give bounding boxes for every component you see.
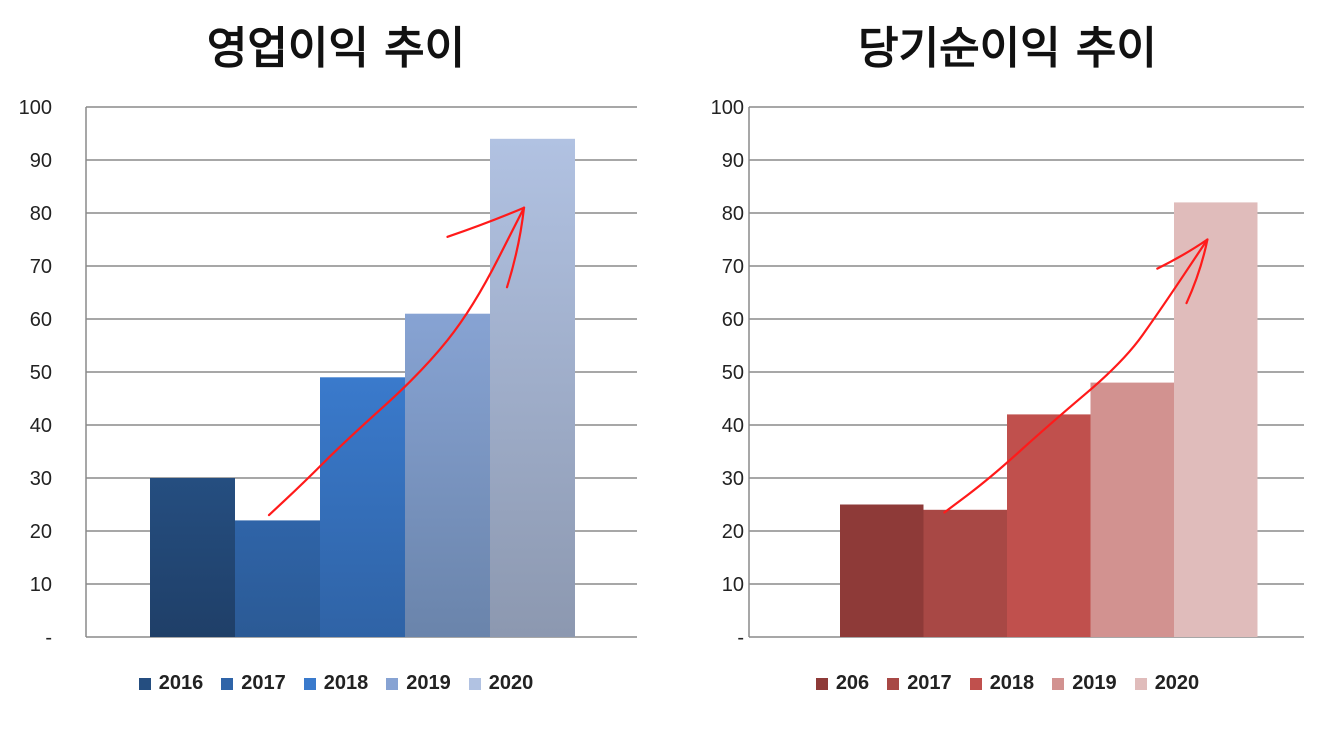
legend-label: 206: [835, 672, 870, 694]
legend-item: 2018: [303, 672, 369, 695]
legend-item: 2018: [969, 672, 1035, 695]
trend-arrow-icon: [943, 238, 1209, 514]
bar: [840, 504, 924, 637]
legend-item: 2017: [221, 672, 286, 695]
legend-swatch: [138, 677, 151, 690]
legend-label: 2018: [323, 672, 369, 694]
legend-swatch: [887, 677, 900, 690]
chart-legend: 206 2017 2018 2019 2020: [672, 672, 1343, 695]
legend-swatch: [1052, 677, 1065, 690]
legend-label: 2020: [488, 672, 534, 694]
y-tick-label: 30: [30, 468, 52, 490]
y-tick-label: 10: [722, 574, 744, 596]
y-tick-label: 100: [711, 97, 744, 119]
arrow-head-icon: [505, 206, 526, 289]
legend-label: 2016: [158, 672, 204, 694]
y-tick-label: 80: [722, 203, 744, 225]
chart-legend: 2016 2017 2018 2019 2020: [0, 672, 672, 695]
legend-swatch: [969, 677, 982, 690]
legend-item: 2020: [1134, 672, 1200, 695]
legend-swatch: [386, 677, 399, 690]
legend-swatch: [221, 677, 234, 690]
bar: [923, 509, 1007, 637]
legend-item: 2016: [138, 672, 204, 695]
y-tick-label: 100: [19, 97, 52, 119]
bar: [1174, 202, 1258, 637]
y-tick-label: 70: [722, 256, 744, 278]
arrow-head-icon: [1156, 238, 1209, 270]
legend-item: 2019: [386, 672, 451, 695]
y-tick-label: 20: [722, 521, 744, 543]
operating-profit-chart: 영업이익 추이 -10 20 30 40 50 60 70 80 90 100 2016 2017 2…: [0, 23, 672, 695]
y-tick-label: 70: [30, 256, 52, 278]
bar: [150, 478, 235, 637]
legend-swatch: [468, 677, 481, 690]
y-tick-label: 40: [722, 415, 744, 437]
y-tick-label: 90: [722, 150, 744, 172]
y-tick-label: 60: [30, 309, 52, 331]
y-tick-label: 30: [722, 468, 744, 490]
bar: [235, 520, 320, 637]
legend-swatch: [303, 677, 316, 690]
net-income-plot: - 10 20 30 40 50 60 70 80 90 100: [711, 97, 1304, 649]
legend-swatch: [815, 677, 828, 690]
y-tick-label: 10: [30, 574, 52, 596]
legend-label: 2017: [907, 672, 952, 694]
trend-arrow-icon: [267, 206, 526, 517]
legend-item: 2019: [1052, 672, 1117, 695]
bar: [320, 377, 405, 637]
y-tick-label: 60: [722, 309, 744, 331]
y-tick-label: 40: [30, 415, 52, 437]
net-income-chart: 당기순이익 추이 -10 20 30 40 50 60 70 80 90 100 206 2017 2…: [672, 0, 1343, 729]
arrow-head-icon: [446, 206, 526, 238]
bar: [1007, 414, 1091, 637]
y-tick-label: 80: [30, 203, 52, 225]
legend-item: 206: [815, 672, 870, 695]
y-tick-label: 20: [30, 521, 52, 543]
y-tick-label: -: [45, 627, 52, 649]
bar: [405, 313, 490, 637]
bar: [490, 138, 575, 638]
y-tick-label: 90: [30, 150, 52, 172]
y-tick-label: 50: [722, 362, 744, 384]
legend-item: 2017: [887, 672, 952, 695]
bar: [1090, 382, 1174, 637]
chart-title: 영업이익 추이: [206, 23, 466, 74]
legend-label: 2018: [989, 672, 1035, 694]
legend-swatch: [1134, 677, 1147, 690]
y-tick-label: 50: [30, 362, 52, 384]
arrow-head-icon: [1185, 238, 1209, 305]
chart-title: 당기순이익 추이: [858, 23, 1157, 74]
legend-label: 2020: [1154, 672, 1200, 694]
y-tick-label: -: [737, 627, 744, 649]
legend-label: 2019: [1072, 672, 1117, 694]
legend-label: 2017: [241, 672, 286, 694]
legend-label: 2019: [406, 672, 451, 694]
operating-profit-plot: - 10 20 30 40 50 60 70 80 90 100: [19, 97, 637, 649]
legend-item: 2020: [468, 672, 534, 695]
